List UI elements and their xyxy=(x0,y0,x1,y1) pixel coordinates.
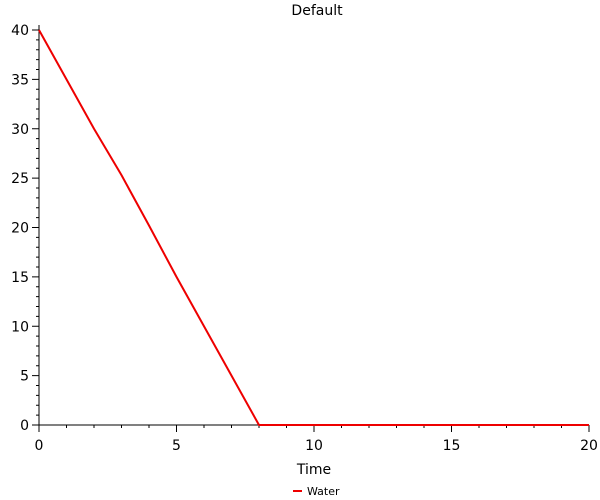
y-tick-label: 20 xyxy=(11,221,29,237)
y-tick-label: 15 xyxy=(11,270,29,286)
legend-label-water: Water xyxy=(307,485,340,498)
y-tick-label: 25 xyxy=(11,171,29,187)
y-tick-label: 40 xyxy=(11,23,29,39)
y-tick-label: 5 xyxy=(20,369,29,385)
y-tick-label: 35 xyxy=(11,72,29,88)
x-tick-label: 15 xyxy=(443,438,461,454)
legend: Water xyxy=(293,485,340,498)
y-tick-label: 30 xyxy=(11,122,29,138)
plot-area xyxy=(38,29,589,426)
y-tick-label: 10 xyxy=(11,319,29,335)
series-line-water xyxy=(38,29,589,426)
axes: 0 5 10 15 20 0 5 10 15 20 25 30 35 40 xyxy=(11,23,598,454)
x-tick-label: 10 xyxy=(305,438,323,454)
x-tick-label: 5 xyxy=(172,438,181,454)
x-tick-label: 0 xyxy=(35,438,44,454)
chart-title: Default xyxy=(291,3,343,19)
x-axis-label: Time xyxy=(296,462,331,478)
x-tick-label: 20 xyxy=(580,438,598,454)
y-tick-label: 0 xyxy=(20,418,29,434)
